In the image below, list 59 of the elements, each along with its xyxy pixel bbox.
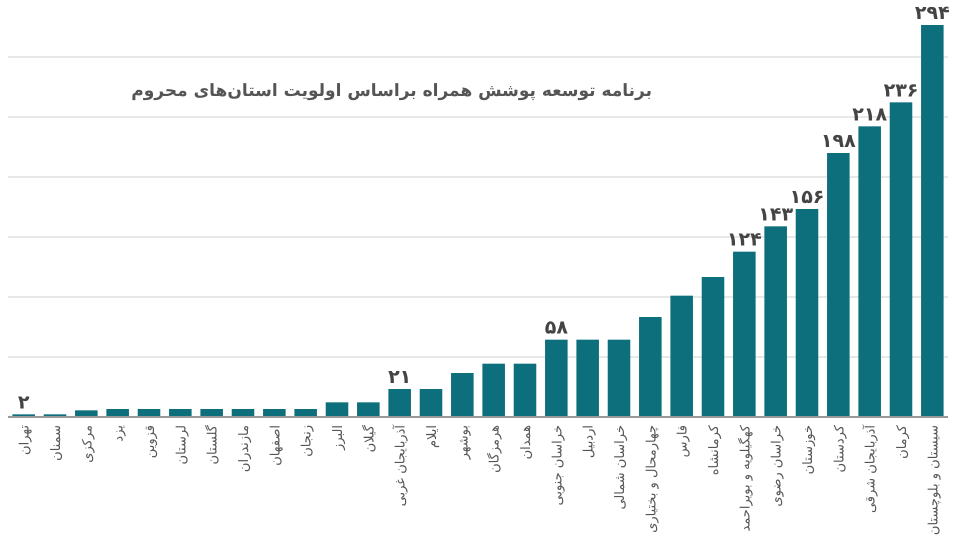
x-tick-label: یزد	[112, 424, 127, 442]
x-tick-label: اردبیل	[582, 425, 597, 458]
x-tick-label: قزوین	[143, 425, 158, 458]
data-label: ۵۸	[544, 316, 568, 339]
bar	[545, 340, 568, 417]
x-tick-label: مازندران	[237, 425, 252, 472]
x-tick-label: گلستان	[204, 424, 221, 465]
bar	[639, 317, 662, 417]
x-tick-label: اصفهان	[268, 425, 284, 466]
x-tick-label: کهگیلویه و بویراحمد	[737, 424, 754, 532]
x-tick-label: ایلام	[425, 425, 440, 448]
bar	[764, 226, 787, 417]
x-tick-label: گیلان	[361, 424, 378, 452]
x-tick-label: سیستان و بلوچستان	[926, 425, 942, 536]
x-tick-label: لرستان	[174, 425, 190, 464]
x-tick-label: البرز	[331, 425, 346, 451]
bar	[482, 364, 505, 417]
bar	[733, 252, 756, 417]
x-tick-label: هرمزگان	[486, 424, 503, 473]
bar	[576, 340, 599, 417]
x-tick-label: زنجان	[300, 425, 315, 457]
text: برنامه توسعه پوشش همراه براساس اولویت استان‌های محروم	[131, 81, 652, 101]
bar	[858, 126, 881, 417]
bar	[514, 364, 536, 417]
bar	[420, 389, 442, 417]
bar	[388, 389, 411, 417]
x-tick-label: خراسان رضوی	[770, 425, 785, 507]
bar	[890, 102, 912, 417]
x-tick-label: چهارمحال و بختیاری	[644, 425, 660, 533]
x-tick-label: سمنان	[49, 425, 64, 461]
x-tick-label: خراسان جنوبی	[550, 425, 566, 506]
x-tick-label: مرکزی	[80, 425, 96, 463]
bar	[921, 25, 944, 417]
bar	[670, 296, 693, 417]
bar	[702, 277, 724, 417]
x-tick-label: کرمانشاه	[707, 424, 722, 476]
data-label: ۲۱	[388, 366, 412, 388]
x-tick-label: فارس	[676, 425, 691, 458]
bar	[357, 402, 380, 417]
x-tick-label: خوزستان	[801, 425, 816, 474]
bar	[608, 340, 630, 417]
data-label: ۲۹۴	[914, 2, 950, 24]
data-label: ۲۳۶	[884, 79, 918, 102]
x-tick-label: آذربایجان غربی	[392, 424, 409, 506]
data-label: ۲	[18, 391, 30, 414]
data-label: ۱۹۸	[820, 130, 856, 152]
bar	[326, 402, 348, 417]
x-tick-label: بوشهر	[456, 425, 472, 460]
bar	[796, 209, 818, 417]
bar	[827, 153, 850, 417]
x-tick-label: کردستان	[832, 424, 848, 472]
data-label: ۱۲۴	[726, 228, 762, 251]
x-tick-label: خراسان شمالی	[613, 425, 628, 510]
x-tick-label: آذربایجان شرقی	[862, 424, 879, 514]
x-tick-label: کرمان	[895, 424, 910, 459]
bar	[451, 373, 474, 417]
data-label: ۲۱۸	[852, 103, 888, 126]
x-tick-label: همدان	[519, 424, 534, 460]
x-tick-label: تهران	[18, 424, 33, 455]
